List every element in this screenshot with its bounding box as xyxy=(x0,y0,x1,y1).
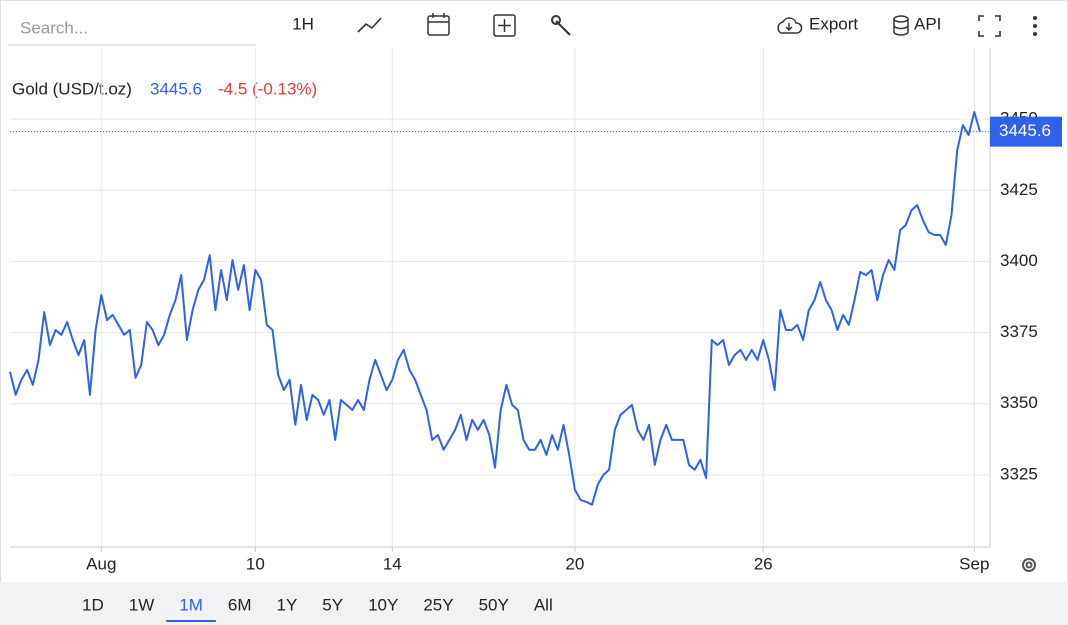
y-tick-label: 3325 xyxy=(1000,464,1038,483)
export-arrow xyxy=(785,23,793,32)
more-menu-icon[interactable] xyxy=(1033,16,1037,36)
export-button[interactable]: Export xyxy=(777,14,858,34)
price-line xyxy=(9,111,981,506)
range-button[interactable]: 1Y xyxy=(276,595,297,614)
range-button[interactable]: 50Y xyxy=(479,595,509,614)
api-button[interactable]: API xyxy=(893,14,941,36)
last-price: 3445.6 xyxy=(150,79,202,98)
range-bar xyxy=(0,582,1068,625)
x-tick-label: 26 xyxy=(754,554,773,573)
calendar-icon[interactable] xyxy=(427,13,450,36)
chart-type-icon[interactable] xyxy=(357,17,382,33)
x-tick-label: 14 xyxy=(383,554,402,573)
range-active-underline xyxy=(166,620,216,622)
range-button[interactable]: 1M xyxy=(179,595,203,614)
last-price-tag xyxy=(990,116,1062,147)
y-tick-label: 3350 xyxy=(1000,393,1038,412)
price-change: -4.5 (-0.13%) xyxy=(218,79,317,98)
y-tick-label: 3375 xyxy=(1000,322,1038,341)
search-box[interactable]: Search... xyxy=(8,18,256,46)
search-placeholder[interactable]: Search... xyxy=(20,18,88,37)
export-icon xyxy=(777,17,803,34)
gear-icon[interactable] xyxy=(1022,558,1036,572)
y-tick-label: 3425 xyxy=(1000,180,1038,199)
api-label[interactable]: API xyxy=(914,14,941,33)
x-tick-label: 20 xyxy=(565,554,584,573)
range-button[interactable]: 10Y xyxy=(368,595,398,614)
fullscreen-icon[interactable] xyxy=(978,15,1001,37)
range-button[interactable]: 5Y xyxy=(322,595,343,614)
x-tick-label: Sep xyxy=(959,554,989,573)
y-tick-label: 3400 xyxy=(1000,251,1038,270)
instrument-title: Gold (USD/t.oz) xyxy=(12,79,132,98)
range-button[interactable]: 25Y xyxy=(423,595,453,614)
range-button[interactable]: 1D xyxy=(82,595,104,614)
x-tick-label: Aug xyxy=(86,554,116,573)
interval-button[interactable]: 1H xyxy=(292,14,314,33)
api-icon-body xyxy=(893,19,909,36)
range-button[interactable]: 6M xyxy=(228,595,252,614)
add-indicator-icon[interactable] xyxy=(493,14,516,37)
x-tick-label: 10 xyxy=(246,554,265,573)
range-button[interactable]: All xyxy=(534,595,553,614)
range-button[interactable]: 1W xyxy=(129,595,155,614)
last-price-tag-label: 3445.6 xyxy=(999,121,1051,140)
export-label[interactable]: Export xyxy=(809,14,858,33)
settings-wrench-icon[interactable] xyxy=(551,15,571,36)
